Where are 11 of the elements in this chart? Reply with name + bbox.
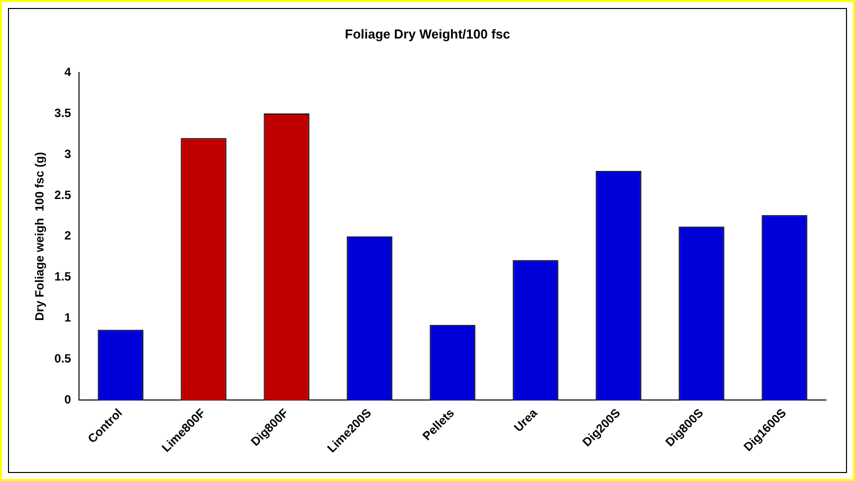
y-tick-label: 3.5 <box>54 106 72 120</box>
y-tick-label: 1.5 <box>54 270 72 284</box>
y-axis-title: Dry Foliage weigh 100 fsc (g) <box>32 152 47 321</box>
y-tick-label: 2.5 <box>54 188 72 202</box>
y-tick-label: 0.5 <box>54 352 72 366</box>
y-tick-label: 1 <box>64 310 72 325</box>
y-tick-label: 0 <box>64 392 72 407</box>
y-tick-label: 4 <box>64 64 72 79</box>
y-tick-label: 3 <box>64 146 72 161</box>
chart-title: Foliage Dry Weight/100 fsc <box>344 26 510 42</box>
y-tick-label: 2 <box>64 228 72 243</box>
